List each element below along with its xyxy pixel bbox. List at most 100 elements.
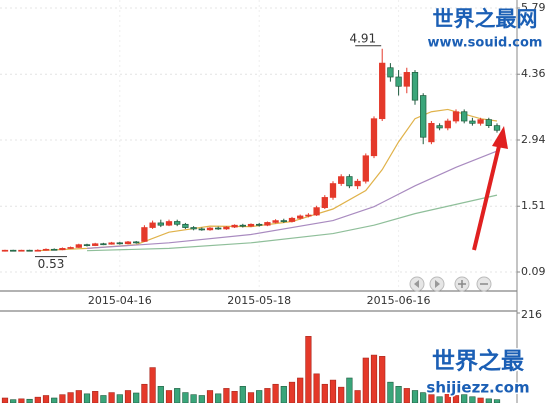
candle-body — [362, 155, 369, 182]
candle-body — [354, 180, 361, 187]
candle-body — [51, 248, 58, 251]
volume-bar — [26, 398, 33, 403]
volume-bar — [272, 383, 279, 403]
y-tick-label: 0.09 — [521, 265, 546, 278]
volume-bar — [239, 386, 246, 403]
candle-body — [461, 111, 468, 122]
x-tick-label: 2015-06-16 — [367, 294, 431, 307]
volume-bar — [206, 390, 214, 403]
candle-body — [100, 243, 107, 246]
volume-bar — [297, 377, 304, 403]
volume-bar — [313, 373, 320, 403]
volume-bar — [395, 386, 402, 403]
volume-bar — [387, 381, 394, 403]
candle-body — [329, 183, 337, 198]
volume-bar — [346, 377, 353, 403]
candle-body — [174, 221, 181, 225]
candle-body — [247, 223, 255, 227]
volume-bar — [174, 388, 181, 403]
volume-bar — [379, 356, 386, 403]
candle-body — [133, 241, 140, 244]
candle-body — [10, 249, 17, 252]
moving-average — [86, 150, 498, 249]
volume-bar — [157, 386, 164, 403]
nav-buttons[interactable] — [409, 276, 492, 292]
candle-body — [264, 222, 271, 226]
candle-body — [239, 224, 246, 227]
volume-bar — [215, 393, 222, 403]
candle-body — [124, 241, 132, 245]
x-tick-label: 2015-05-18 — [227, 294, 291, 307]
volume-bar — [477, 397, 484, 403]
volume-bar — [247, 392, 255, 403]
candle-body — [436, 125, 443, 129]
candle-body — [313, 207, 320, 216]
y-tick-label: 5.79 — [521, 1, 546, 14]
candle-body — [395, 76, 402, 87]
watermark-url: shijiezz.com — [426, 379, 529, 397]
volume-bar — [190, 394, 197, 403]
candle-body — [297, 215, 304, 219]
candle-body — [26, 249, 33, 252]
candle-body — [280, 220, 287, 222]
candle-body — [428, 122, 435, 143]
candle-body — [272, 220, 279, 223]
candle-body — [379, 62, 386, 120]
candle-body — [215, 227, 222, 230]
candle-body — [18, 249, 25, 252]
volume-bar — [18, 398, 25, 403]
volume-bar — [280, 386, 287, 403]
volume-bar — [469, 396, 476, 403]
moving-average — [86, 194, 498, 252]
volume-bar — [198, 395, 205, 403]
candle-body — [493, 125, 501, 131]
candle-body — [1, 249, 9, 252]
candle-body — [288, 217, 296, 222]
volume-bar — [124, 390, 132, 403]
candle-body — [452, 111, 460, 122]
candle-body — [92, 243, 99, 246]
candle-body — [305, 214, 312, 217]
volume-bar — [67, 392, 74, 403]
candle-body — [420, 95, 427, 138]
candle-body — [198, 228, 205, 231]
annotation: 0.53 — [38, 257, 65, 271]
red-arrow — [472, 126, 508, 251]
volume-bar — [223, 388, 230, 403]
candle-body — [403, 72, 410, 87]
volume-bar — [141, 383, 148, 403]
volume-bar — [264, 388, 271, 403]
volume-bar — [133, 392, 140, 403]
candle-body — [346, 176, 353, 187]
volume-bar — [149, 367, 156, 403]
volume-bar — [370, 354, 378, 403]
candle-body — [34, 249, 41, 252]
watermark-title: 世界之最 — [432, 348, 525, 375]
volume-bar — [108, 392, 115, 403]
candle-body — [149, 222, 156, 228]
volume-bar — [1, 397, 9, 403]
candle-body — [190, 227, 197, 230]
volume-bar — [59, 394, 66, 403]
candle-body — [477, 119, 484, 124]
candle-body — [108, 242, 115, 245]
candle-body — [165, 221, 173, 226]
volume-bar — [338, 386, 345, 403]
volume-bar — [485, 398, 492, 403]
volume-bar — [182, 392, 189, 403]
volume-bar — [305, 336, 312, 403]
moving-average — [37, 108, 498, 252]
x-tick-label: 2015-04-16 — [88, 294, 152, 307]
volume-bar — [75, 390, 82, 403]
candle-body — [223, 226, 230, 230]
candle-body — [75, 244, 82, 248]
candle-body — [42, 248, 50, 251]
candle-body — [116, 242, 123, 245]
candle-body — [485, 119, 492, 126]
candle-body — [387, 67, 394, 78]
volume-bar — [42, 395, 50, 403]
candle-body — [83, 244, 91, 247]
volume-bar — [321, 383, 328, 403]
candle-body — [182, 223, 189, 228]
y-tick-label: 2.94 — [521, 133, 546, 146]
